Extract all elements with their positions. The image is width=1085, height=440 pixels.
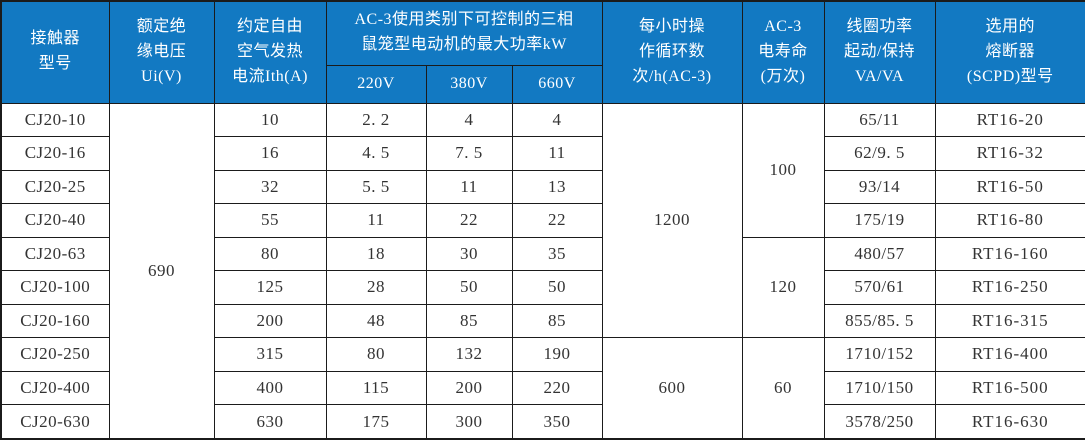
cell-ith: 16 bbox=[213, 136, 327, 171]
header-operating-cycles-per-hour: 每小时操 作循环数 次/h(AC-3) bbox=[601, 0, 743, 104]
cell-model: CJ20-10 bbox=[0, 102, 110, 138]
cell-p380: 300 bbox=[425, 404, 513, 440]
table-row: CJ20-63 80 18 30 35 120 480/57 RT16-160 bbox=[0, 236, 1085, 339]
table-row: CJ20-16 16 4. 5 7. 5 11 62/9. 5 RT16-32 bbox=[0, 136, 1085, 171]
cell-cycles-merged: 1200 bbox=[601, 102, 743, 339]
cell-life-merged: 60 bbox=[741, 337, 825, 440]
header-contactor-model: 接触器 型号 bbox=[0, 0, 110, 104]
cell-ith: 80 bbox=[213, 236, 327, 272]
cell-p660: 350 bbox=[511, 404, 603, 440]
cell-p380: 22 bbox=[425, 203, 513, 238]
cell-fuse: RT16-32 bbox=[934, 136, 1085, 171]
cell-model: CJ20-25 bbox=[0, 169, 110, 205]
cell-coil: 1710/150 bbox=[823, 370, 936, 406]
cell-fuse: RT16-500 bbox=[934, 370, 1085, 406]
cell-coil: 1710/152 bbox=[823, 337, 936, 372]
header-ac3-electrical-life: AC-3 电寿命 (万次) bbox=[741, 0, 825, 104]
cell-p660: 22 bbox=[511, 203, 603, 238]
cell-p220: 5. 5 bbox=[325, 169, 427, 205]
header-fuse-type: 选用的 熔断器 (SCPD)型号 bbox=[934, 0, 1085, 104]
cell-ith: 55 bbox=[213, 203, 327, 238]
cell-p380: 132 bbox=[425, 337, 513, 372]
cell-p380: 50 bbox=[425, 270, 513, 305]
cell-p660: 11 bbox=[511, 136, 603, 171]
cell-ui-merged: 690 bbox=[108, 102, 215, 440]
header-rated-insulation-voltage: 额定绝 缘电压 Ui(V) bbox=[108, 0, 215, 104]
cell-model: CJ20-100 bbox=[0, 270, 110, 305]
cell-p380: 4 bbox=[425, 102, 513, 138]
cell-coil: 3578/250 bbox=[823, 404, 936, 440]
cell-model: CJ20-63 bbox=[0, 236, 110, 272]
cell-model: CJ20-630 bbox=[0, 404, 110, 440]
cell-p660: 4 bbox=[511, 102, 603, 138]
cell-p220: 11 bbox=[325, 203, 427, 238]
cell-coil: 480/57 bbox=[823, 236, 936, 272]
cell-ith: 125 bbox=[213, 270, 327, 305]
cell-fuse: RT16-400 bbox=[934, 337, 1085, 372]
cell-p660: 50 bbox=[511, 270, 603, 305]
cell-fuse: RT16-80 bbox=[934, 203, 1085, 238]
cell-ith: 32 bbox=[213, 169, 327, 205]
table-row: CJ20-40 55 11 22 22 175/19 RT16-80 bbox=[0, 203, 1085, 238]
cell-p220: 175 bbox=[325, 404, 427, 440]
cell-p380: 30 bbox=[425, 236, 513, 272]
cell-model: CJ20-250 bbox=[0, 337, 110, 372]
cell-p660: 35 bbox=[511, 236, 603, 272]
cell-p220: 48 bbox=[325, 303, 427, 339]
cell-coil: 62/9. 5 bbox=[823, 136, 936, 171]
cell-p220: 28 bbox=[325, 270, 427, 305]
header-ac3-max-motor-power: AC-3使用类别下可控制的三相 鼠笼型电动机的最大功率kW bbox=[325, 0, 603, 66]
cell-fuse: RT16-50 bbox=[934, 169, 1085, 205]
cell-model: CJ20-160 bbox=[0, 303, 110, 339]
cell-fuse: RT16-630 bbox=[934, 404, 1085, 440]
cell-ith: 400 bbox=[213, 370, 327, 406]
cell-cycles-merged: 600 bbox=[601, 337, 743, 440]
table-row: CJ20-250 315 80 132 190 600 60 1710/152 … bbox=[0, 337, 1085, 440]
cell-coil: 175/19 bbox=[823, 203, 936, 238]
cell-coil: 570/61 bbox=[823, 270, 936, 305]
cell-p220: 2. 2 bbox=[325, 102, 427, 138]
cell-model: CJ20-400 bbox=[0, 370, 110, 406]
header-coil-power: 线圈功率 起动/保持 VA/VA bbox=[823, 0, 936, 104]
cell-p660: 190 bbox=[511, 337, 603, 372]
table-row: CJ20-100 125 28 50 50 570/61 RT16-250 bbox=[0, 270, 1085, 305]
cell-model: CJ20-40 bbox=[0, 203, 110, 238]
cell-p660: 220 bbox=[511, 370, 603, 406]
cell-ith: 315 bbox=[213, 337, 327, 372]
cell-p380: 7. 5 bbox=[425, 136, 513, 171]
cell-fuse: RT16-250 bbox=[934, 270, 1085, 305]
table-row: CJ20-160 200 48 85 85 855/85. 5 RT16-315 bbox=[0, 303, 1085, 339]
cell-fuse: RT16-315 bbox=[934, 303, 1085, 339]
header-voltage-220v: 220V bbox=[325, 64, 427, 104]
cell-fuse: RT16-20 bbox=[934, 102, 1085, 138]
cell-coil: 855/85. 5 bbox=[823, 303, 936, 339]
cell-p220: 115 bbox=[325, 370, 427, 406]
table-row: CJ20-400 400 115 200 220 1710/150 RT16-5… bbox=[0, 370, 1085, 406]
cell-ith: 10 bbox=[213, 102, 327, 138]
cell-p220: 80 bbox=[325, 337, 427, 372]
table-row: CJ20-10 690 10 2. 2 4 4 1200 100 65/11 R… bbox=[0, 102, 1085, 440]
table-row: CJ20-25 32 5. 5 11 13 93/14 RT16-50 bbox=[0, 169, 1085, 205]
cell-p220: 18 bbox=[325, 236, 427, 272]
cell-p380: 85 bbox=[425, 303, 513, 339]
cell-model: CJ20-16 bbox=[0, 136, 110, 171]
cell-p220: 4. 5 bbox=[325, 136, 427, 171]
cell-coil: 65/11 bbox=[823, 102, 936, 138]
cell-p380: 11 bbox=[425, 169, 513, 205]
cell-life-merged: 120 bbox=[741, 236, 825, 339]
cell-p660: 85 bbox=[511, 303, 603, 339]
cell-coil: 93/14 bbox=[823, 169, 936, 205]
header-voltage-380v: 380V bbox=[425, 64, 513, 104]
header-voltage-660v: 660V bbox=[511, 64, 603, 104]
cell-fuse: RT16-160 bbox=[934, 236, 1085, 272]
cell-life-merged: 100 bbox=[741, 102, 825, 238]
cell-ith: 630 bbox=[213, 404, 327, 440]
cell-p380: 200 bbox=[425, 370, 513, 406]
table-row: CJ20-630 630 175 300 350 3578/250 RT16-6… bbox=[0, 404, 1085, 440]
header-thermal-current: 约定自由 空气发热 电流Ith(A) bbox=[213, 0, 327, 104]
cell-p660: 13 bbox=[511, 169, 603, 205]
cell-ith: 200 bbox=[213, 303, 327, 339]
